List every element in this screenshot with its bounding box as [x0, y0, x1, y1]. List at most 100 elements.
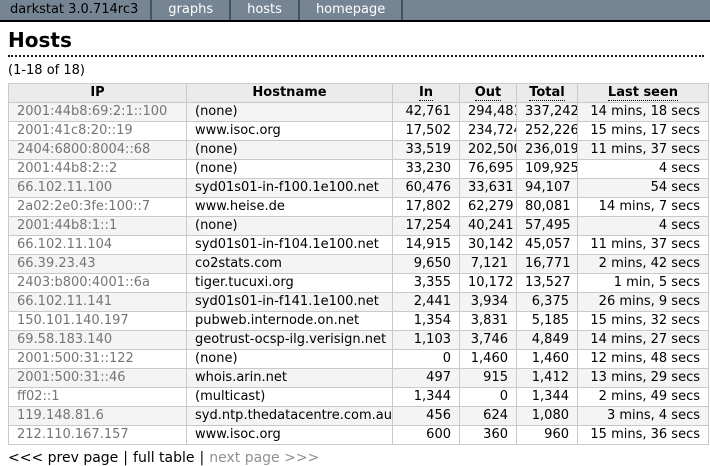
last-seen-cell: 2 mins, 49 secs: [577, 387, 709, 407]
pager-separator: |: [123, 450, 129, 466]
in-cell: 1,354: [392, 311, 460, 331]
host-row: 2404:6800:8004::68 (none) 33,519 202,500 236…: [8, 140, 709, 160]
hostname-cell: pubweb.internode.on.net: [186, 311, 393, 331]
hostname-cell: (none): [186, 159, 393, 179]
hosts-table-body: 2001:44b8:69:2:1::100(none) 42,761 294,481…: [8, 102, 709, 445]
in-cell: 14,915: [392, 235, 460, 255]
hostname-cell: tiger.tucuxi.org: [186, 273, 393, 293]
menu-item-homepage[interactable]: homepage: [300, 0, 404, 20]
host-row: 212.110.167.157 www.isoc.org 600 360 960 15 m…: [8, 425, 709, 445]
sort-link-total[interactable]: Total: [529, 85, 565, 101]
host-row: 2a02:2e0:3fe:100::7 www.heise.de 17,802 62,…: [8, 197, 709, 217]
menu-item-graphs[interactable]: graphs: [152, 0, 232, 20]
sort-link-last-seen[interactable]: Last seen: [607, 85, 679, 101]
ip-cell[interactable]: 150.101.140.197: [8, 311, 187, 331]
ip-cell[interactable]: 69.58.183.140: [8, 330, 187, 350]
host-row: 2001:41c8:20::19 www.isoc.org 17,502 234,72…: [8, 121, 709, 141]
out-cell: 3,934: [459, 292, 517, 312]
hostname-cell: www.heise.de: [186, 197, 393, 217]
pager: <<< prev page | full table | next page >>>: [8, 450, 702, 466]
hostname-cell: syd01s01-in-f100.1e100.net: [186, 178, 393, 198]
host-row: 66.102.11.104 syd01s01-in-f104.1e100.net 1…: [8, 235, 709, 255]
hostname-cell: (none): [186, 216, 393, 236]
ip-cell[interactable]: 2001:44b8:1::1: [8, 216, 187, 236]
in-cell: 42,761: [392, 102, 460, 122]
host-row: 69.58.183.140 geotrust-ocsp-ilg.verisign.…: [8, 330, 709, 350]
last-seen-cell: 13 mins, 29 secs: [577, 368, 709, 388]
host-row: 2001:44b8:1::1 (none) 17,254 40,241 57,495 4 …: [8, 216, 709, 236]
host-row: 2001:500:31::122 (none) 0 1,460 1,460 12 mins…: [8, 349, 709, 369]
last-seen-cell: 14 mins, 18 secs: [577, 102, 709, 122]
out-cell: 33,631: [459, 178, 517, 198]
out-cell: 202,500: [459, 140, 517, 160]
column-header-total[interactable]: Total: [516, 83, 578, 103]
ip-cell[interactable]: 2001:500:31::46: [8, 368, 187, 388]
app-title: darkstat 3.0.714rc3: [0, 0, 153, 20]
host-row: 150.101.140.197 pubweb.internode.on.net 1,…: [8, 311, 709, 331]
ip-cell[interactable]: 2a02:2e0:3fe:100::7: [8, 197, 187, 217]
last-seen-cell: 26 mins, 9 secs: [577, 292, 709, 312]
sort-link-out[interactable]: Out: [474, 85, 502, 101]
ip-cell[interactable]: 2001:44b8:2::2: [8, 159, 187, 179]
out-cell: 10,172: [459, 273, 517, 293]
column-header-out[interactable]: Out: [459, 83, 517, 103]
ip-cell[interactable]: 66.102.11.100: [8, 178, 187, 198]
ip-cell[interactable]: 212.110.167.157: [8, 425, 187, 445]
last-seen-cell: 11 mins, 37 secs: [577, 140, 709, 160]
last-seen-cell: 14 mins, 7 secs: [577, 197, 709, 217]
hostname-cell: (none): [186, 349, 393, 369]
total-cell: 94,107: [516, 178, 578, 198]
page-title: Hosts: [8, 28, 704, 57]
last-seen-cell: 15 mins, 17 secs: [577, 121, 709, 141]
out-cell: 30,142: [459, 235, 517, 255]
out-cell: 294,481: [459, 102, 517, 122]
ip-cell[interactable]: 66.102.11.141: [8, 292, 187, 312]
hostname-cell: co2stats.com: [186, 254, 393, 274]
in-cell: 9,650: [392, 254, 460, 274]
ip-cell[interactable]: 66.102.11.104: [8, 235, 187, 255]
total-cell: 13,527: [516, 273, 578, 293]
menu-item-hosts[interactable]: hosts: [231, 0, 300, 20]
in-cell: 600: [392, 425, 460, 445]
out-cell: 624: [459, 406, 517, 426]
column-header-hostname: Hostname: [186, 83, 393, 103]
total-cell: 236,019: [516, 140, 578, 160]
column-header-ip: IP: [8, 83, 187, 103]
in-cell: 17,502: [392, 121, 460, 141]
out-cell: 76,695: [459, 159, 517, 179]
ip-cell[interactable]: 2403:b800:4001::6a: [8, 273, 187, 293]
host-row: 2001:44b8:69:2:1::100 (none) 42,761 294,481…: [8, 102, 709, 122]
hostname-cell: www.isoc.org: [186, 425, 393, 445]
prev-page-link[interactable]: <<< prev page: [8, 450, 119, 466]
last-seen-cell: 11 mins, 37 secs: [577, 235, 709, 255]
ip-cell[interactable]: 2001:41c8:20::19: [8, 121, 187, 141]
header-row: IP Hostname In Out Total Last seen: [8, 83, 709, 103]
in-cell: 3,355: [392, 273, 460, 293]
last-seen-cell: 2 mins, 42 secs: [577, 254, 709, 274]
total-cell: 6,375: [516, 292, 578, 312]
ip-cell[interactable]: 66.39.23.43: [8, 254, 187, 274]
hostname-cell: syd.ntp.thedatacentre.com.au: [186, 406, 393, 426]
ip-cell[interactable]: 2404:6800:8004::68: [8, 140, 187, 160]
next-page-link: next page >>>: [209, 450, 320, 466]
last-seen-cell: 15 mins, 32 secs: [577, 311, 709, 331]
ip-cell[interactable]: 119.148.81.6: [8, 406, 187, 426]
in-cell: 1,103: [392, 330, 460, 350]
hostname-cell: geotrust-ocsp-ilg.verisign.net: [186, 330, 393, 350]
column-header-in[interactable]: In: [392, 83, 460, 103]
full-table-link[interactable]: full table: [133, 450, 195, 466]
in-cell: 33,230: [392, 159, 460, 179]
column-header-last-seen[interactable]: Last seen: [577, 83, 709, 103]
sort-link-in[interactable]: In: [418, 85, 434, 101]
hostname-cell: www.isoc.org: [186, 121, 393, 141]
in-cell: 2,441: [392, 292, 460, 312]
total-cell: 45,057: [516, 235, 578, 255]
last-seen-cell: 4 secs: [577, 216, 709, 236]
ip-cell[interactable]: ff02::1: [8, 387, 187, 407]
total-cell: 1,460: [516, 349, 578, 369]
out-cell: 7,121: [459, 254, 517, 274]
last-seen-cell: 4 secs: [577, 159, 709, 179]
ip-cell[interactable]: 2001:44b8:69:2:1::100: [8, 102, 187, 122]
ip-cell[interactable]: 2001:500:31::122: [8, 349, 187, 369]
total-cell: 1,412: [516, 368, 578, 388]
